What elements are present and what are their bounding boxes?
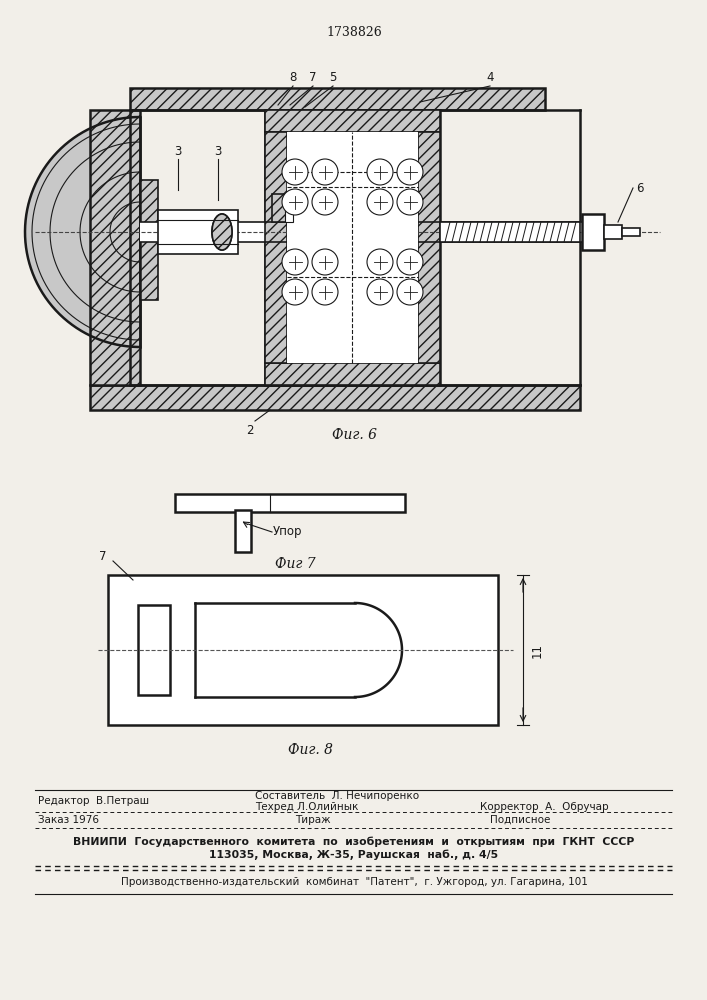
Bar: [235, 510, 251, 552]
Bar: [158, 210, 238, 254]
Circle shape: [397, 249, 423, 275]
Circle shape: [397, 159, 423, 185]
Bar: [265, 110, 440, 385]
Bar: [287, 132, 418, 363]
Text: 1738826: 1738826: [326, 25, 382, 38]
Text: 8: 8: [289, 71, 297, 84]
Text: Составитель  Л. Нечипоренко: Составитель Л. Нечипоренко: [255, 791, 419, 801]
Text: Техред Л.Олийнык: Техред Л.Олийнык: [255, 802, 358, 812]
Bar: [140, 222, 590, 242]
Bar: [138, 605, 170, 695]
Circle shape: [282, 279, 308, 305]
Bar: [90, 385, 580, 410]
Text: Корректор  А.  Обручар: Корректор А. Обручар: [480, 802, 609, 812]
Circle shape: [397, 279, 423, 305]
Ellipse shape: [212, 214, 232, 250]
Bar: [272, 194, 286, 222]
Bar: [90, 110, 140, 385]
Bar: [108, 575, 498, 725]
Text: Подписное: Подписное: [490, 815, 550, 825]
Bar: [622, 228, 640, 236]
Bar: [130, 88, 545, 110]
Text: 3: 3: [175, 145, 182, 158]
Bar: [285, 202, 293, 222]
Bar: [265, 110, 440, 132]
Circle shape: [282, 249, 308, 275]
Text: 113035, Москва, Ж-35, Раушская  наб., д. 4/5: 113035, Москва, Ж-35, Раушская наб., д. …: [209, 850, 498, 860]
Text: 4: 4: [486, 71, 493, 84]
Bar: [582, 214, 604, 250]
Text: Фиг. 6: Фиг. 6: [332, 428, 377, 442]
Bar: [175, 494, 405, 512]
Bar: [265, 363, 440, 385]
Bar: [418, 132, 440, 363]
Text: ВНИИПИ  Государственного  комитета  по  изобретениям  и  открытиям  при  ГКНТ  С: ВНИИПИ Государственного комитета по изоб…: [74, 837, 635, 847]
Text: 7: 7: [99, 550, 107, 564]
Text: Фиг. 8: Фиг. 8: [288, 743, 332, 757]
Circle shape: [312, 159, 338, 185]
Circle shape: [312, 249, 338, 275]
Text: 7: 7: [309, 71, 317, 84]
Circle shape: [312, 189, 338, 215]
Bar: [140, 180, 158, 300]
Circle shape: [367, 279, 393, 305]
Circle shape: [282, 159, 308, 185]
Bar: [604, 225, 622, 239]
Text: Тираж: Тираж: [295, 815, 331, 825]
Text: Редактор  В.Петраш: Редактор В.Петраш: [38, 796, 149, 806]
Circle shape: [367, 189, 393, 215]
Text: 2: 2: [246, 424, 254, 437]
Text: 5: 5: [329, 71, 337, 84]
Text: 11: 11: [530, 643, 544, 658]
Polygon shape: [25, 117, 140, 347]
Circle shape: [397, 189, 423, 215]
Text: 3: 3: [214, 145, 222, 158]
Circle shape: [367, 249, 393, 275]
Ellipse shape: [212, 214, 232, 250]
Text: 6: 6: [636, 182, 644, 194]
Text: Фиг 7: Фиг 7: [275, 557, 315, 571]
Bar: [440, 222, 580, 242]
Circle shape: [282, 189, 308, 215]
Circle shape: [312, 279, 338, 305]
Text: Производственно-издательский  комбинат  "Патент",  г. Ужгород, ул. Гагарина, 101: Производственно-издательский комбинат "П…: [121, 877, 588, 887]
Text: Заказ 1976: Заказ 1976: [38, 815, 99, 825]
Circle shape: [367, 159, 393, 185]
Bar: [265, 132, 287, 363]
Text: Упор: Упор: [273, 526, 303, 538]
